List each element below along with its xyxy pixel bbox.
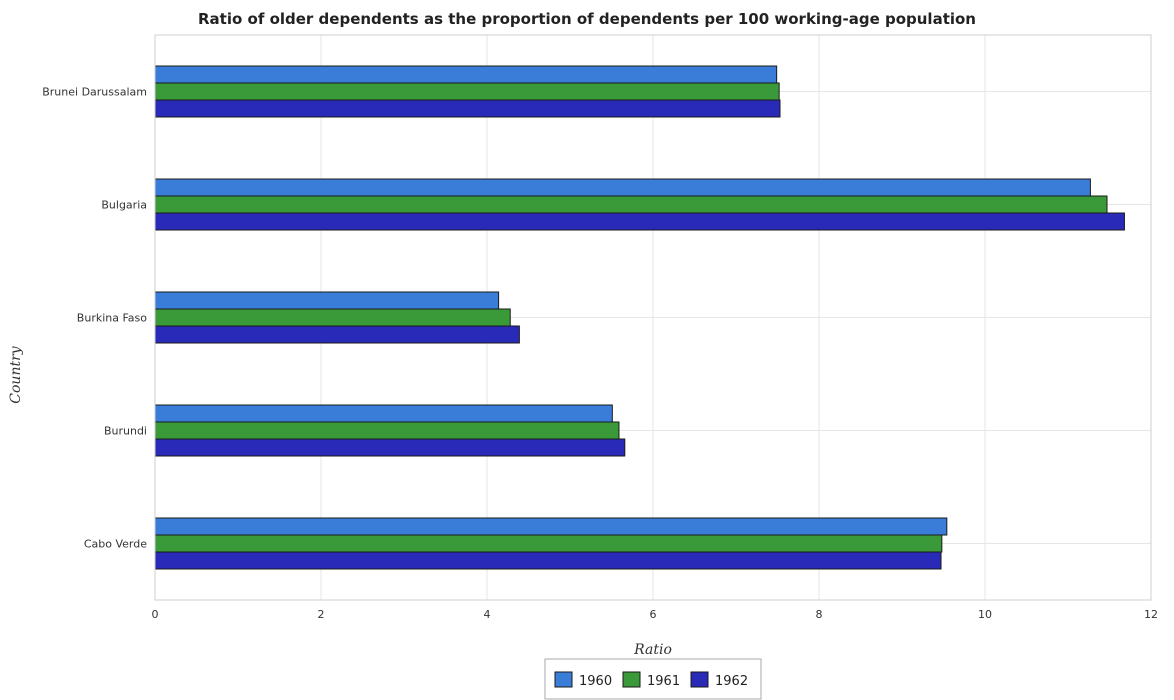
x-tick-label: 4 bbox=[484, 608, 491, 621]
x-tick-label: 6 bbox=[650, 608, 657, 621]
legend: 1960 1961 1962 bbox=[544, 658, 762, 700]
bar bbox=[154, 291, 500, 310]
bar bbox=[154, 99, 781, 118]
bar bbox=[154, 195, 1108, 214]
bar bbox=[154, 517, 948, 536]
bar bbox=[154, 212, 1125, 231]
legend-label: 1962 bbox=[715, 674, 748, 689]
bar bbox=[154, 551, 942, 570]
plot-frame bbox=[154, 34, 1152, 601]
bar bbox=[154, 534, 943, 553]
plot-area: 0 2 4 6 8 10 12 Brunei Darussalam Bulgaria Burkin… bbox=[42, 34, 1158, 621]
x-axis-title: Ratio bbox=[633, 642, 672, 658]
legend-box bbox=[544, 658, 762, 700]
bar bbox=[154, 325, 520, 344]
x-tick-label: 12 bbox=[1144, 608, 1158, 621]
y-tick-label: Bulgaria bbox=[101, 199, 147, 212]
legend-swatch bbox=[690, 671, 709, 688]
y-tick-label: Cabo Verde bbox=[84, 538, 147, 551]
y-tick-label: Burundi bbox=[104, 425, 147, 438]
x-tick-label: 10 bbox=[978, 608, 992, 621]
bar bbox=[154, 65, 778, 84]
bar bbox=[154, 82, 780, 101]
bar bbox=[154, 308, 511, 327]
chart-title: Ratio of older dependents as the proport… bbox=[198, 10, 976, 28]
legend-label: 1961 bbox=[647, 674, 680, 689]
x-tick-label: 8 bbox=[816, 608, 823, 621]
y-axis-title: Country bbox=[8, 345, 24, 403]
legend-label: 1960 bbox=[579, 674, 612, 689]
bar bbox=[154, 178, 1091, 197]
bar bbox=[154, 438, 626, 457]
legend-swatch bbox=[554, 671, 573, 688]
y-tick-label: Burkina Faso bbox=[77, 312, 147, 325]
bar bbox=[154, 404, 613, 423]
x-tick-label: 0 bbox=[152, 608, 159, 621]
bar bbox=[154, 421, 620, 440]
y-tick-label: Brunei Darussalam bbox=[42, 86, 147, 99]
legend-swatch bbox=[622, 671, 641, 688]
x-tick-label: 2 bbox=[318, 608, 325, 621]
